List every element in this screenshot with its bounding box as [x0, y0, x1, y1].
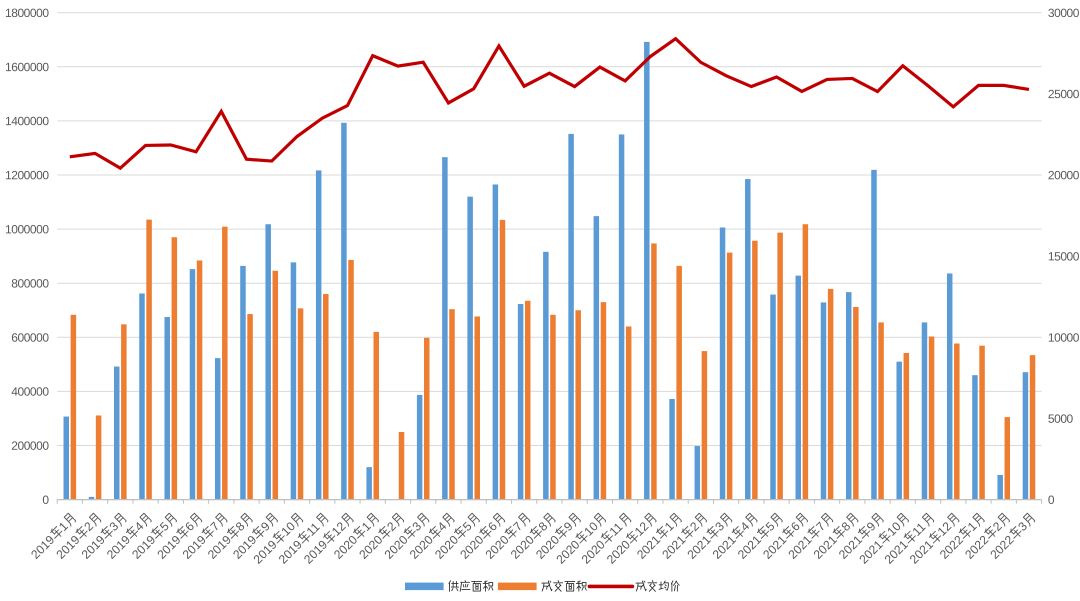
svg-text:1000000: 1000000: [5, 222, 49, 236]
svg-text:400000: 400000: [11, 385, 49, 399]
svg-text:15000: 15000: [1048, 249, 1080, 263]
svg-text:1200000: 1200000: [5, 168, 49, 182]
svg-text:5000: 5000: [1048, 412, 1074, 426]
svg-text:0: 0: [1048, 493, 1055, 507]
svg-text:1600000: 1600000: [5, 60, 49, 74]
svg-text:0: 0: [42, 493, 49, 507]
svg-text:25000: 25000: [1048, 87, 1080, 101]
svg-text:200000: 200000: [11, 439, 49, 453]
svg-text:20000: 20000: [1048, 168, 1080, 182]
svg-text:1400000: 1400000: [5, 114, 49, 128]
svg-text:10000: 10000: [1048, 331, 1080, 345]
svg-text:30000: 30000: [1048, 6, 1080, 20]
svg-text:1800000: 1800000: [5, 6, 49, 20]
svg-text:800000: 800000: [11, 276, 49, 290]
svg-text:600000: 600000: [11, 331, 49, 345]
